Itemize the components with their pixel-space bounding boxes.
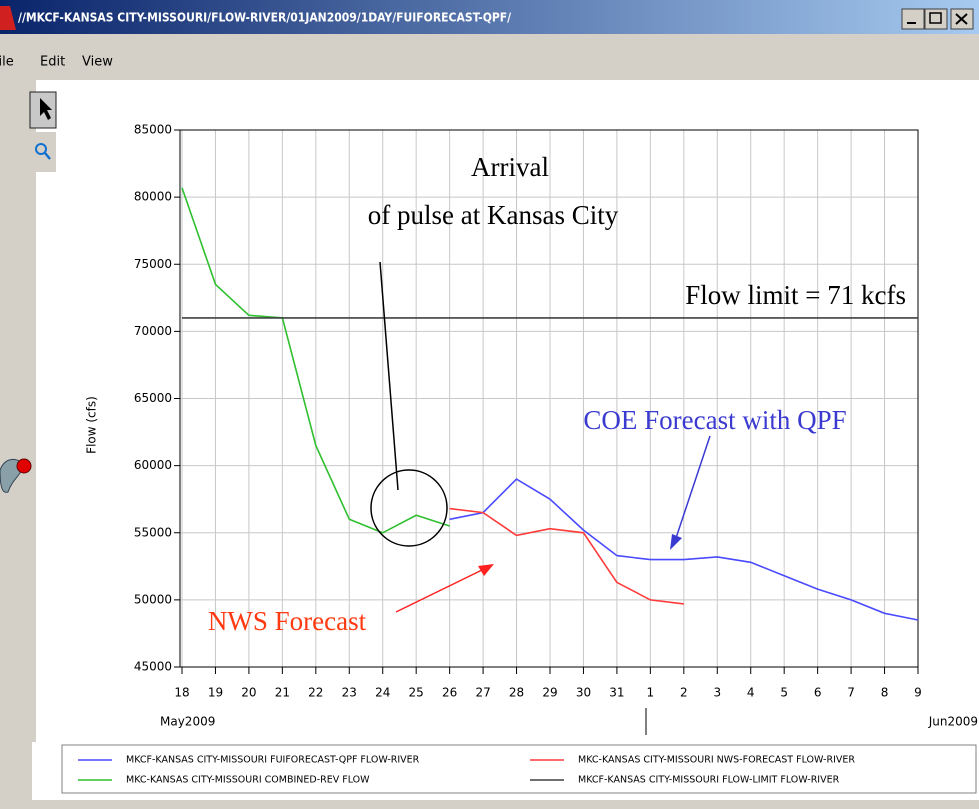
legend-label: MKCF-KANSAS CITY-MISSOURI FUIFORECAST-QP… xyxy=(126,755,420,766)
x-tick-label: 6 xyxy=(814,686,822,700)
x-tick-label: 2 xyxy=(680,686,688,700)
x-month-label: May2009 xyxy=(160,715,215,729)
x-tick-label: 8 xyxy=(881,686,889,700)
x-tick-label: 9 xyxy=(914,686,922,700)
map-marker xyxy=(16,458,32,474)
arrow-head xyxy=(670,534,682,550)
menu-view[interactable]: View xyxy=(82,55,113,70)
y-tick-label: 85000 xyxy=(134,123,172,137)
app-icon xyxy=(0,6,16,30)
arrow xyxy=(675,435,711,539)
annotation: NWS Forecast xyxy=(208,606,367,636)
legend-label: MKC-KANSAS CITY-MISSOURI COMBINED-REV FL… xyxy=(126,775,370,786)
x-tick-label: 21 xyxy=(275,686,290,700)
y-tick-label: 75000 xyxy=(134,257,172,271)
x-month-label: Jun2009 xyxy=(928,715,978,729)
arrow-head xyxy=(478,564,494,576)
zoom-tool[interactable] xyxy=(30,132,56,172)
menu-file[interactable]: File xyxy=(0,55,14,70)
window-title: //MKCF-KANSAS CITY-MISSOURI/FLOW-RIVER/0… xyxy=(18,11,511,25)
x-tick-label: 18 xyxy=(174,686,189,700)
minimize-button[interactable] xyxy=(901,8,925,30)
x-tick-label: 28 xyxy=(509,686,524,700)
x-tick-label: 19 xyxy=(208,686,223,700)
arrow xyxy=(395,569,483,613)
legend-box xyxy=(61,744,977,794)
x-tick-label: 26 xyxy=(442,686,457,700)
y-tick-label: 80000 xyxy=(134,190,172,204)
series-line xyxy=(449,478,919,621)
zoom-icon xyxy=(44,152,51,160)
legend-label: MKCF-KANSAS CITY-MISSOURI FLOW-LIMIT FLO… xyxy=(578,775,840,786)
series-line xyxy=(449,507,684,605)
pointer-icon xyxy=(40,98,52,120)
zoom-icon xyxy=(35,143,47,155)
window-buttons[interactable] xyxy=(901,8,974,30)
y-axis-label: Flow (cfs) xyxy=(85,396,99,454)
x-tick-label: 24 xyxy=(375,686,390,700)
y-tick-label: 65000 xyxy=(134,391,172,405)
x-tick-label: 3 xyxy=(713,686,721,700)
x-tick-label: 7 xyxy=(847,686,855,700)
x-tick-label: 22 xyxy=(308,686,323,700)
x-tick-label: 31 xyxy=(609,686,624,700)
x-tick-label: 29 xyxy=(542,686,557,700)
series-line xyxy=(181,187,450,534)
y-tick-label: 50000 xyxy=(134,592,172,606)
x-tick-label: 4 xyxy=(747,686,755,700)
y-tick-label: 70000 xyxy=(134,324,172,338)
x-tick-label: 27 xyxy=(475,686,490,700)
annotation: Arrival xyxy=(471,152,549,182)
y-tick-label: 60000 xyxy=(134,458,172,472)
x-tick-label: 30 xyxy=(576,686,591,700)
annotation: COE Forecast with QPF xyxy=(583,405,846,435)
legend-label: MKC-KANSAS CITY-MISSOURI NWS-FORECAST FL… xyxy=(578,755,855,766)
menu-edit[interactable]: Edit xyxy=(40,55,65,70)
maximize-button[interactable] xyxy=(924,8,948,30)
x-tick-label: 25 xyxy=(409,686,424,700)
y-tick-label: 45000 xyxy=(134,660,172,674)
annotation: Flow limit = 71 kcfs xyxy=(685,280,906,310)
highlight-circle xyxy=(370,469,448,547)
x-tick-label: 20 xyxy=(241,686,256,700)
x-tick-label: 5 xyxy=(780,686,788,700)
title-bar xyxy=(0,0,979,34)
plot-frame xyxy=(179,129,919,668)
chart: 45000 50000 55000 60000 65000 70000 75000 80000… xyxy=(134,123,922,700)
y-tick-label: 55000 xyxy=(134,525,172,539)
x-tick-label: 1 xyxy=(647,686,655,700)
arrow xyxy=(379,261,399,491)
x-tick-label: 23 xyxy=(342,686,357,700)
annotation: of pulse at Kansas City xyxy=(368,200,619,230)
